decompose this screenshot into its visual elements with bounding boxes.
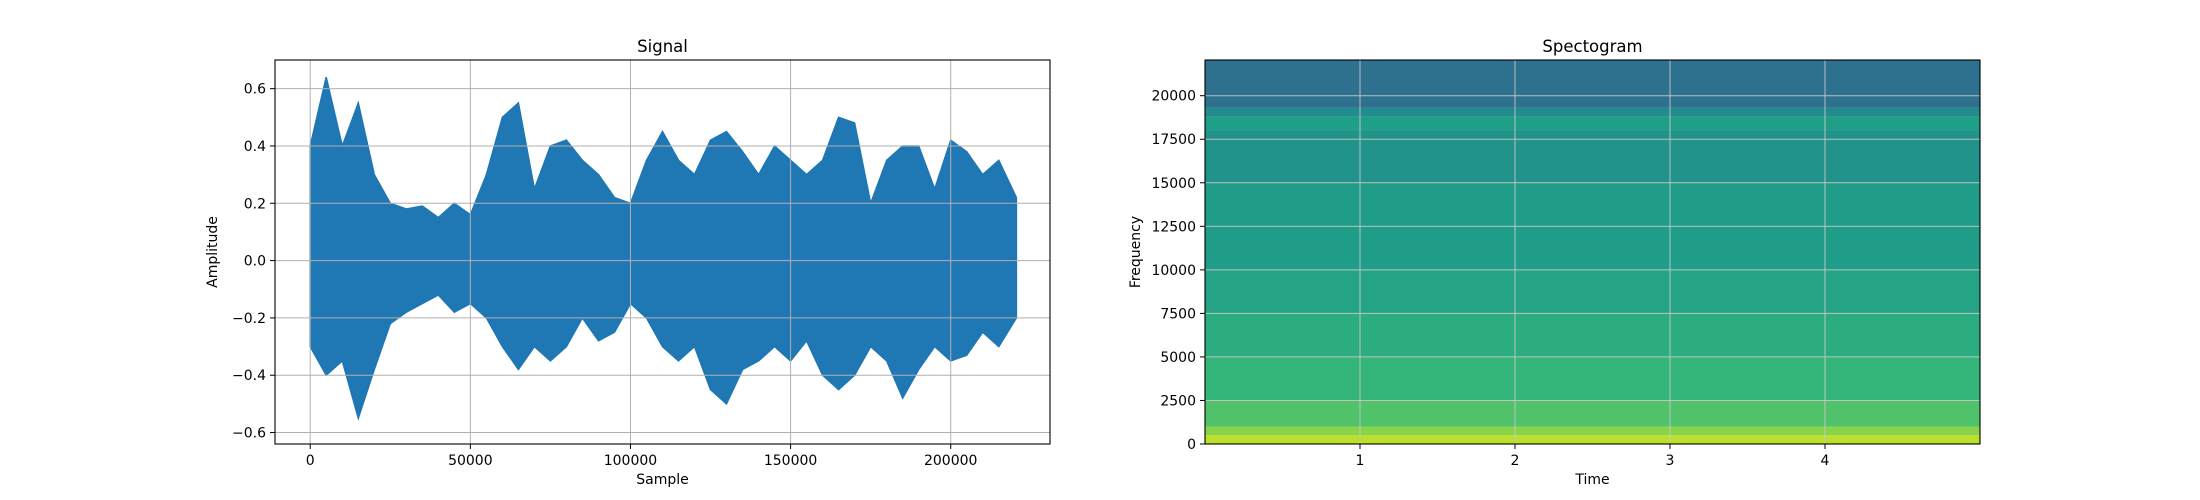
spectrogram-chart: 1 2 3 4 0 2500 5000 7500 10000 12500 15000 17500 200… — [1128, 37, 1981, 488]
x-tick-label: 4 — [1821, 453, 1830, 469]
x-tick-label: 150000 — [764, 453, 817, 469]
frequency-band — [1205, 107, 1980, 117]
x-axis-label: Sample — [636, 472, 689, 488]
y-tick-label: 0.2 — [244, 196, 266, 212]
grid — [1205, 60, 1980, 445]
frequency-band — [1205, 60, 1980, 108]
y-axis-label: Amplitude — [205, 216, 221, 288]
frequency-band — [1205, 116, 1980, 131]
x-axis-label: Time — [1574, 472, 1609, 488]
chart-title: Signal — [637, 37, 688, 56]
plot-frame — [1204, 59, 1981, 445]
y-tick-label: 2500 — [1160, 393, 1196, 409]
y-tick-label: −0.6 — [232, 426, 266, 442]
frequency-band — [1205, 400, 1980, 427]
y-tick-label: −0.4 — [232, 368, 266, 384]
x-tick-label: 3 — [1666, 453, 1675, 469]
signal-chart: 0 50000 100000 150000 200000 −0.6 −0.4 −0.2 0.0 0… — [205, 37, 1051, 488]
x-tick-label: 1 — [1356, 453, 1365, 469]
signal-waveform — [309, 77, 1018, 421]
frequency-band — [1205, 269, 1980, 314]
y-tick-label: 12500 — [1151, 219, 1196, 235]
x-tick-label: 100000 — [604, 453, 657, 469]
y-tick-label: 0.0 — [244, 254, 266, 270]
y-tick-label: 7500 — [1160, 306, 1196, 322]
frequency-band — [1205, 426, 1980, 436]
y-tick-label: 20000 — [1151, 89, 1196, 105]
y-tick-label: 17500 — [1151, 132, 1196, 148]
x-tick-label: 200000 — [924, 453, 977, 469]
spectrogram-heatmap — [1205, 60, 1980, 444]
x-tick-label: 0 — [306, 453, 315, 469]
x-tick-label: 2 — [1511, 453, 1520, 469]
frequency-band — [1205, 313, 1980, 357]
grid — [275, 60, 1050, 444]
frequency-band — [1205, 435, 1980, 444]
y-tick-label: 0.6 — [244, 82, 266, 98]
y-tick-label: −0.2 — [232, 311, 266, 327]
x-tick-label: 50000 — [448, 453, 493, 469]
y-axis-label: Frequency — [1128, 216, 1144, 288]
frequency-band — [1205, 130, 1980, 183]
y-tick-label: 5000 — [1160, 350, 1196, 366]
chart-title: Spectogram — [1542, 37, 1642, 56]
frequency-band — [1205, 356, 1980, 401]
y-tick-label: 10000 — [1151, 263, 1196, 279]
y-tick-label: 0.4 — [244, 139, 266, 155]
y-tick-label: 15000 — [1151, 176, 1196, 192]
y-tick-label: 0 — [1187, 437, 1196, 453]
plot-frame — [274, 59, 1051, 445]
